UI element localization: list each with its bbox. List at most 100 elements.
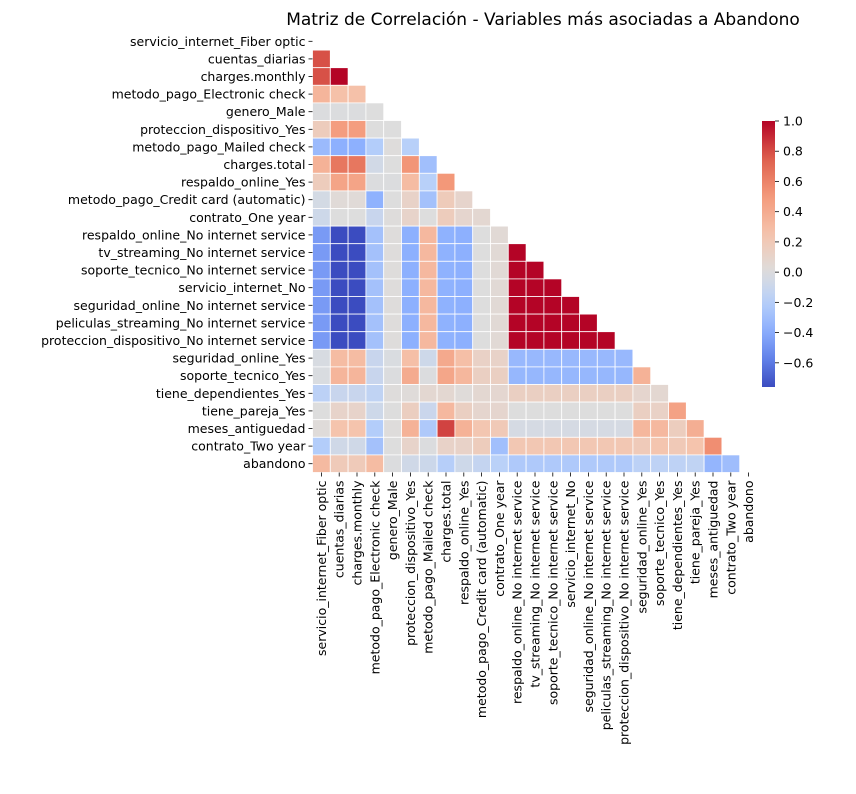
heatmap-cell (436, 313, 456, 333)
y-tick-label: seguridad_online_No internet service (74, 298, 306, 313)
heatmap-cell (436, 208, 456, 227)
heatmap-cell (507, 243, 527, 262)
heatmap-cell (312, 278, 331, 297)
heatmap-cell (543, 401, 563, 421)
heatmap-cell (436, 243, 456, 262)
y-tick-label: metodo_pago_Electronic check (112, 87, 307, 102)
y-tick-label: tiene_pareja_Yes (202, 403, 306, 418)
heatmap-cell (490, 366, 509, 385)
heatmap-cell (596, 454, 616, 473)
heatmap-cell (347, 384, 367, 403)
heatmap-cell (329, 172, 349, 192)
x-tick-label: charges.monthly (350, 480, 365, 586)
heatmap-cell (418, 348, 438, 368)
heatmap-cell (472, 436, 491, 456)
heatmap-cell (525, 384, 545, 403)
heatmap-cell (401, 155, 420, 174)
heatmap-cell (614, 436, 634, 456)
heatmap-cell (490, 348, 509, 368)
y-tick-label: soporte_tecnico_Yes (180, 368, 306, 383)
heatmap-cell (579, 348, 598, 368)
heatmap-cell (418, 454, 438, 473)
heatmap-cell (383, 137, 402, 157)
x-tick-label: charges.total (439, 481, 454, 563)
heatmap-cell (490, 296, 509, 315)
heatmap-cell (383, 384, 402, 403)
heatmap-cell (365, 348, 385, 368)
heatmap-cell (490, 419, 509, 438)
x-tick-label: seguridad_online_Yes (634, 481, 649, 614)
heatmap-cell (401, 225, 420, 245)
heatmap-cell (365, 172, 385, 192)
heatmap-cell (525, 313, 545, 333)
heatmap-cell (347, 208, 367, 227)
heatmap-cells (312, 49, 741, 473)
y-tick-label: contrato_Two year (191, 439, 306, 454)
heatmap-cell (525, 331, 545, 350)
heatmap-cell (365, 419, 385, 438)
heatmap-cell (401, 137, 420, 157)
x-tick-label: metodo_pago_Mailed check (421, 480, 436, 654)
chart-title: Matriz de Correlación - Variables más as… (286, 10, 800, 30)
heatmap-cell (312, 454, 331, 473)
y-tick-label: soporte_tecnico_No internet service (81, 263, 306, 278)
heatmap-cell (329, 137, 349, 157)
heatmap-cell (436, 348, 456, 368)
x-tick-label: contrato_One year (492, 480, 507, 597)
heatmap-cell (347, 155, 367, 174)
heatmap-cell (436, 436, 456, 456)
heatmap-cell (668, 454, 687, 473)
heatmap-cell (312, 260, 331, 280)
heatmap-cell (418, 155, 438, 174)
y-tick-label: respaldo_online_Yes (181, 175, 306, 190)
heatmap-cell (383, 348, 402, 368)
heatmap-cell (401, 366, 420, 385)
heatmap-cell (507, 366, 527, 385)
heatmap-cell (365, 296, 385, 315)
heatmap-cell (418, 278, 438, 297)
heatmap-cell (329, 366, 349, 385)
heatmap-cell (418, 401, 438, 421)
heatmap-cell (401, 331, 420, 350)
heatmap-cell (365, 278, 385, 297)
heatmap-cell (685, 419, 705, 438)
heatmap-cell (436, 331, 456, 350)
heatmap-cell (436, 366, 456, 385)
heatmap-cell (472, 278, 491, 297)
heatmap-cell (401, 296, 420, 315)
heatmap-cell (329, 401, 349, 421)
heatmap-cell (703, 436, 723, 456)
x-tick-label: abandono (741, 481, 756, 543)
heatmap-cell (329, 190, 349, 209)
heatmap-cell (365, 331, 385, 350)
heatmap-cell (365, 208, 385, 227)
heatmap-cell (668, 401, 687, 421)
heatmap-cell (347, 102, 367, 121)
heatmap-cell (329, 313, 349, 333)
heatmap-cell (365, 260, 385, 280)
y-tick-label: peliculas_streaming_No internet service (56, 315, 306, 330)
heatmap-cell (472, 384, 491, 403)
heatmap-cell (365, 384, 385, 403)
heatmap-cell (329, 102, 349, 121)
x-tick-label: metodo_pago_Credit card (automatic) (474, 481, 489, 719)
colorbar: −0.6 −0.4 −0.2 0.0 0.2 0.4 0.6 0.8 1.0 (762, 114, 813, 387)
heatmap-cell (596, 384, 616, 403)
heatmap-cell (454, 208, 474, 227)
heatmap-cell (490, 278, 509, 297)
heatmap-cell (454, 278, 474, 297)
y-tick-label: proteccion_dispositivo_Yes (140, 122, 305, 137)
heatmap-cell (454, 436, 474, 456)
heatmap-cell (472, 243, 491, 262)
heatmap-cell (650, 401, 669, 421)
x-tick-label: proteccion_dispositivo_No internet servi… (617, 480, 632, 745)
x-tick-label: soporte_tecnico_No internet service (545, 480, 560, 705)
heatmap-cell (543, 419, 563, 438)
heatmap-cell (454, 419, 474, 438)
colorbar-gradient (762, 121, 775, 387)
heatmap-cell (365, 401, 385, 421)
heatmap-cell (329, 384, 349, 403)
heatmap-cell (632, 384, 652, 403)
heatmap-cell (685, 454, 705, 473)
colorbar-tick-label: −0.6 (783, 355, 813, 370)
